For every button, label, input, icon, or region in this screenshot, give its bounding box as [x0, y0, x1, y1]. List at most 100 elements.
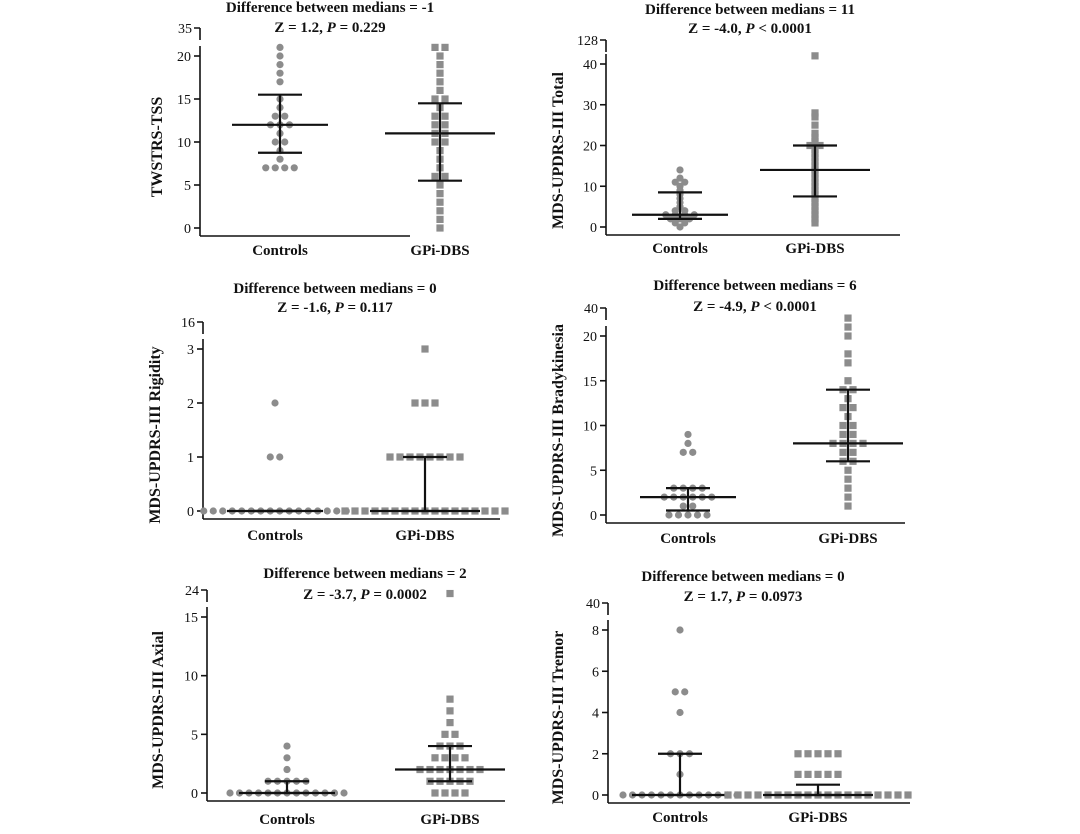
y-tick-label: 2 — [592, 748, 599, 763]
data-point-gpi-dbs — [811, 121, 819, 129]
y-axis-label: MDS-UPDRS-III Bradykinesia — [550, 324, 567, 537]
data-point-controls — [676, 174, 684, 182]
data-point-gpi-dbs — [501, 507, 509, 515]
data-point-gpi-dbs — [844, 502, 852, 510]
chart-panel-6: Difference between medians = 0 Z = 1.7, P… — [550, 569, 912, 826]
data-point-gpi-dbs — [396, 453, 404, 461]
data-point-controls — [676, 708, 684, 717]
axis-break-label: 24 — [185, 584, 199, 599]
subtitle-p: P — [327, 20, 337, 36]
data-point-gpi-dbs — [839, 448, 847, 456]
data-point-gpi-dbs — [436, 190, 444, 198]
data-point-gpi-dbs — [839, 421, 847, 430]
data-point-controls — [226, 789, 234, 797]
data-point-gpi-dbs — [436, 52, 444, 60]
y-tick-label: 15 — [184, 611, 198, 626]
data-point-gpi-dbs — [421, 399, 429, 407]
data-point-gpi-dbs — [839, 430, 847, 439]
subtitle-p: P — [750, 299, 760, 315]
axis-break-mark — [600, 307, 607, 320]
chart-panel-2: Difference between medians = 11 Z = -4.0,… — [550, 2, 900, 257]
data-point-gpi-dbs — [811, 194, 819, 203]
data-point-controls — [689, 448, 697, 456]
data-point-gpi-dbs — [794, 770, 802, 778]
y-tick-label: 2 — [187, 397, 194, 412]
data-point-gpi-dbs — [834, 770, 842, 778]
data-point-controls — [276, 453, 284, 461]
data-point-controls — [219, 507, 227, 515]
data-point-gpi-dbs — [811, 203, 819, 211]
y-tick-label: 20 — [177, 50, 191, 65]
axis-break-label: 16 — [181, 316, 195, 331]
data-point-gpi-dbs — [441, 95, 449, 103]
chart-title: Difference between medians = 11 — [645, 2, 855, 18]
data-point-gpi-dbs — [361, 507, 369, 515]
chart-subtitle: Z = 1.7, P = 0.0973 — [684, 589, 803, 605]
data-point-controls — [679, 502, 687, 510]
data-point-gpi-dbs — [811, 211, 819, 219]
data-point-gpi-dbs — [811, 52, 819, 60]
data-point-gpi-dbs — [491, 507, 499, 515]
y-tick-label: 10 — [177, 136, 191, 151]
data-point-gpi-dbs — [441, 789, 449, 797]
y-tick-label: 20 — [583, 330, 597, 345]
subtitle-p: P — [360, 587, 370, 603]
y-tick-label: 40 — [583, 58, 597, 73]
y-tick-label: 5 — [191, 728, 198, 743]
data-point-gpi-dbs — [431, 172, 439, 180]
chart-subtitle: Z = -4.9, P < 0.0001 — [693, 299, 817, 315]
data-point-controls — [619, 791, 627, 799]
data-point-controls — [262, 164, 270, 172]
y-tick-label: 15 — [177, 93, 191, 108]
data-point-controls — [276, 43, 284, 52]
data-point-gpi-dbs — [451, 754, 459, 762]
data-point-gpi-dbs — [461, 754, 469, 762]
data-point-gpi-dbs — [844, 332, 852, 340]
subtitle-rest: < 0.0001 — [760, 299, 817, 315]
chart-subtitle: Z = -3.7, P = 0.0002 — [303, 587, 427, 603]
data-point-controls — [681, 219, 689, 227]
y-tick-label: 0 — [590, 509, 597, 524]
subtitle-rest: = 0.117 — [344, 300, 393, 316]
data-point-gpi-dbs — [436, 224, 444, 232]
data-point-gpi-dbs — [834, 750, 842, 758]
data-point-gpi-dbs — [441, 172, 449, 180]
data-point-controls — [276, 52, 284, 60]
data-point-gpi-dbs — [441, 112, 449, 120]
data-point-gpi-dbs — [811, 129, 819, 137]
data-point-gpi-dbs — [436, 215, 444, 223]
data-point-gpi-dbs — [839, 404, 847, 412]
data-point-controls — [665, 511, 673, 519]
data-point-gpi-dbs — [386, 453, 394, 461]
axis-break-label: 128 — [577, 34, 598, 49]
data-point-controls — [276, 69, 284, 77]
y-tick-label: 0 — [187, 505, 194, 520]
data-point-gpi-dbs — [456, 453, 464, 461]
y-axis-label: MDS-UPDRS-III Axial — [150, 631, 167, 789]
data-point-gpi-dbs — [814, 750, 822, 758]
y-tick-label: 15 — [583, 375, 597, 390]
subtitle-p: P — [736, 589, 746, 605]
data-point-controls — [676, 223, 684, 231]
chart-subtitle: Z = -1.6, P = 0.117 — [277, 300, 393, 316]
data-point-gpi-dbs — [341, 507, 349, 515]
y-tick-label: 5 — [590, 464, 597, 479]
data-point-gpi-dbs — [724, 791, 732, 799]
data-point-gpi-dbs — [844, 314, 852, 322]
data-point-gpi-dbs — [734, 791, 742, 799]
data-point-gpi-dbs — [431, 121, 439, 129]
subtitle-z: Z = -3.7, — [303, 587, 360, 603]
data-point-controls — [684, 511, 692, 519]
data-point-gpi-dbs — [481, 507, 489, 515]
data-point-controls — [333, 507, 341, 515]
subtitle-z: Z = 1.2, — [274, 20, 326, 36]
y-tick-label: 10 — [583, 180, 597, 195]
y-tick-label: 0 — [590, 221, 597, 236]
data-point-gpi-dbs — [446, 695, 454, 703]
x-category-label: Controls — [652, 241, 708, 257]
axis-break-mark — [197, 321, 204, 334]
data-point-gpi-dbs — [824, 770, 832, 778]
data-point-gpi-dbs — [436, 198, 444, 206]
data-point-gpi-dbs — [451, 730, 459, 738]
data-point-gpi-dbs — [754, 791, 762, 799]
